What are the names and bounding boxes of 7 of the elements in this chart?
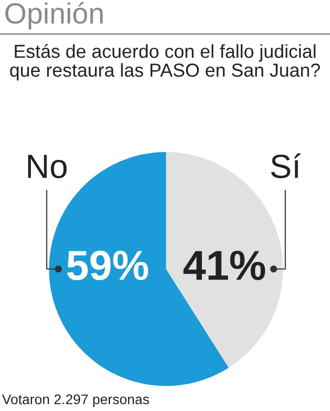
slice-label: Sí (271, 153, 301, 178)
data-label: 41% (183, 250, 266, 280)
data-label: 59% (67, 250, 148, 280)
chart-subtitle: Estás de acuerdo con el fallo judicial que restaura las PASO en San Juan? (10, 44, 320, 81)
text: Votaron 2.297 personas (2, 394, 149, 407)
chart-title: Opinión (5, 2, 103, 30)
slice-label: No (28, 154, 67, 178)
